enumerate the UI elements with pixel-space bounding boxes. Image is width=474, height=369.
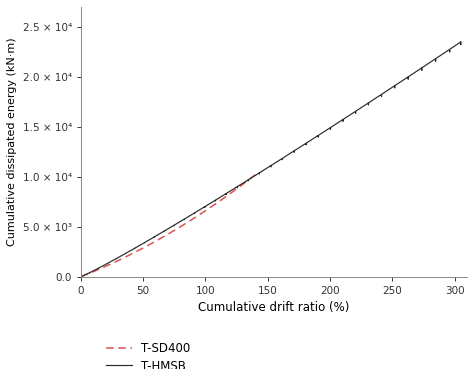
X-axis label: Cumulative drift ratio (%): Cumulative drift ratio (%) bbox=[198, 301, 350, 314]
T-SD400 bbox=[135, 249, 140, 253]
Legend: T-SD400, T-HMSB: T-SD400, T-HMSB bbox=[106, 342, 191, 369]
T-HMSB bbox=[294, 147, 300, 151]
Y-axis label: Cumulative dissipated energy (kN·m): Cumulative dissipated energy (kN·m) bbox=[7, 38, 17, 246]
T-HMSB bbox=[115, 255, 121, 260]
Line: T-HMSB: T-HMSB bbox=[81, 42, 461, 277]
Line: T-SD400: T-SD400 bbox=[81, 175, 255, 277]
T-SD400 bbox=[188, 218, 193, 223]
T-SD400 bbox=[78, 275, 83, 279]
T-HMSB bbox=[78, 275, 83, 279]
T-HMSB bbox=[405, 75, 410, 79]
T-SD400 bbox=[252, 173, 258, 177]
T-SD400 bbox=[99, 266, 105, 270]
T-HMSB bbox=[273, 161, 278, 165]
T-SD400 bbox=[204, 208, 210, 212]
T-SD400 bbox=[205, 207, 210, 211]
T-HMSB bbox=[392, 83, 398, 88]
T-HMSB bbox=[261, 168, 266, 172]
T-SD400 bbox=[147, 242, 153, 246]
T-HMSB bbox=[458, 40, 464, 44]
